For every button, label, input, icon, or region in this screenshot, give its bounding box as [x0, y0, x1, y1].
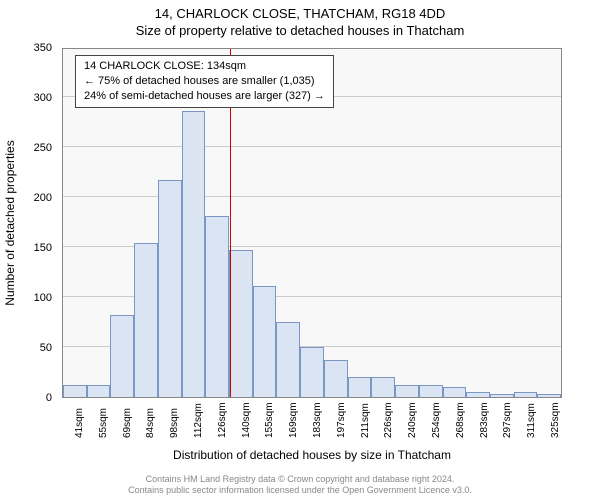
y-axis: Number of detached properties 0501001502… — [0, 48, 58, 398]
x-tick: 197sqm — [336, 402, 347, 438]
bar — [87, 385, 111, 397]
x-tick: 297sqm — [502, 402, 513, 438]
x-tick: 155sqm — [264, 402, 275, 438]
bar — [253, 286, 277, 397]
x-tick: 69sqm — [122, 408, 133, 438]
y-tick: 100 — [34, 292, 52, 304]
bar — [300, 347, 324, 397]
bar — [371, 377, 395, 397]
bar — [205, 216, 229, 397]
x-tick: 55sqm — [98, 408, 109, 438]
x-tick: 325sqm — [550, 402, 561, 438]
bar — [63, 385, 87, 397]
y-axis-label: Number of detached properties — [3, 140, 17, 305]
x-tick: 140sqm — [241, 402, 252, 438]
info-line-2: ← 75% of detached houses are smaller (1,… — [84, 74, 325, 89]
bar — [276, 322, 300, 397]
y-tick: 0 — [46, 392, 52, 404]
x-axis-label: Distribution of detached houses by size … — [62, 448, 562, 462]
bar — [443, 387, 467, 397]
footer-line-2: Contains public sector information licen… — [0, 485, 600, 496]
page-subtitle: Size of property relative to detached ho… — [0, 21, 600, 38]
bar — [324, 360, 348, 397]
footer-attribution: Contains HM Land Registry data © Crown c… — [0, 474, 600, 497]
x-tick: 84sqm — [145, 408, 156, 438]
bar — [419, 385, 443, 397]
x-tick: 226sqm — [383, 402, 394, 438]
x-axis: 41sqm 55sqm 69sqm 84sqm 98sqm 112sqm 126sqm 140… — [62, 398, 562, 448]
x-tick: 283sqm — [479, 402, 490, 438]
y-tick: 150 — [34, 242, 52, 254]
x-tick: 254sqm — [431, 402, 442, 438]
x-tick: 268sqm — [455, 402, 466, 438]
y-tick: 200 — [34, 192, 52, 204]
bar — [134, 243, 158, 397]
x-tick: 112sqm — [193, 403, 204, 438]
bar — [229, 250, 253, 397]
histogram-chart: 14 CHARLOCK CLOSE: 134sqm ← 75% of detac… — [62, 48, 562, 398]
info-line-1: 14 CHARLOCK CLOSE: 134sqm — [84, 59, 325, 74]
bar — [110, 315, 134, 397]
x-tick: 126sqm — [217, 402, 228, 438]
x-tick: 240sqm — [407, 402, 418, 438]
bar — [182, 111, 206, 397]
x-tick: 169sqm — [288, 402, 299, 438]
bar — [395, 385, 419, 397]
bar — [158, 180, 182, 397]
bar — [466, 392, 490, 397]
info-box: 14 CHARLOCK CLOSE: 134sqm ← 75% of detac… — [75, 55, 334, 108]
x-tick: 183sqm — [312, 402, 323, 438]
x-tick: 41sqm — [74, 408, 85, 438]
footer-line-1: Contains HM Land Registry data © Crown c… — [0, 474, 600, 485]
y-tick: 250 — [34, 142, 52, 154]
x-tick: 311sqm — [526, 403, 537, 438]
y-tick: 350 — [34, 42, 52, 54]
page-title: 14, CHARLOCK CLOSE, THATCHAM, RG18 4DD — [0, 0, 600, 21]
x-tick: 98sqm — [169, 408, 180, 438]
bar — [537, 394, 561, 397]
bar — [348, 377, 372, 397]
x-tick: 211sqm — [360, 403, 371, 438]
y-tick: 50 — [40, 342, 52, 354]
bar — [490, 394, 514, 397]
info-line-3: 24% of semi-detached houses are larger (… — [84, 89, 325, 104]
bar — [514, 392, 538, 397]
y-tick: 300 — [34, 92, 52, 104]
